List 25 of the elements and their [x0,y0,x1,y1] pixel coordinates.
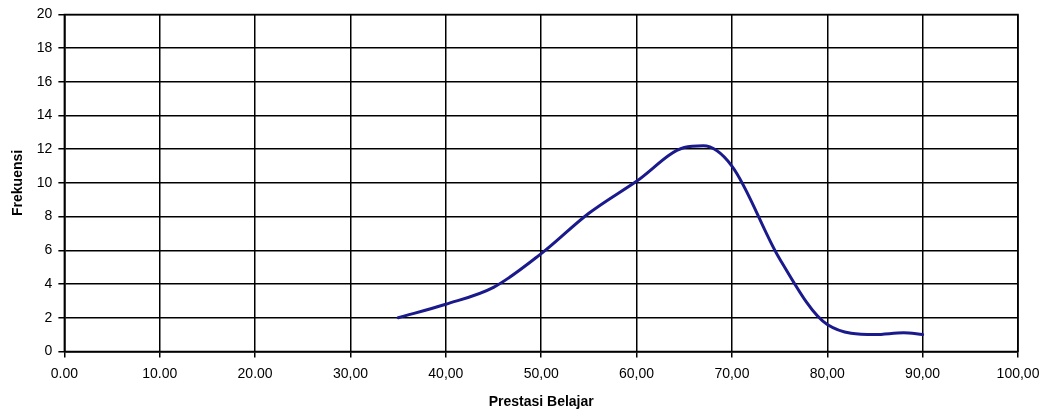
y-tick-label: 12 [36,140,53,157]
y-axis-title: Frekuensi [9,149,26,216]
x-tick-label: 10.00 [142,364,178,381]
x-tick-label: 70,00 [714,364,750,381]
x-axis-title: Prestasi Belajar [488,393,595,410]
x-tick-label: 100,00 [996,364,1040,381]
y-tick-label: 18 [36,38,53,55]
y-tick-label: 4 [44,274,53,291]
x-tick-label: 0.00 [50,364,79,381]
y-tick-label: 10 [36,173,53,190]
y-tick-label: 6 [44,241,53,258]
x-tick-label: 50,00 [523,364,559,381]
y-tick-label: 20 [36,5,53,22]
x-tick-label: 60,00 [619,364,655,381]
x-tick-label: 90,00 [905,364,941,381]
y-tick-label: 0 [44,342,53,359]
x-tick-label: 80,00 [809,364,845,381]
y-tick-label: 16 [36,72,53,89]
x-tick-label: 30,00 [332,364,369,381]
y-tick-label: 14 [36,106,53,123]
line-series [396,144,925,337]
x-tick-label: 40,00 [428,364,464,381]
x-tick-label: 20.00 [237,364,273,381]
y-tick-label: 8 [44,207,53,224]
y-tick-label: 2 [44,308,53,325]
